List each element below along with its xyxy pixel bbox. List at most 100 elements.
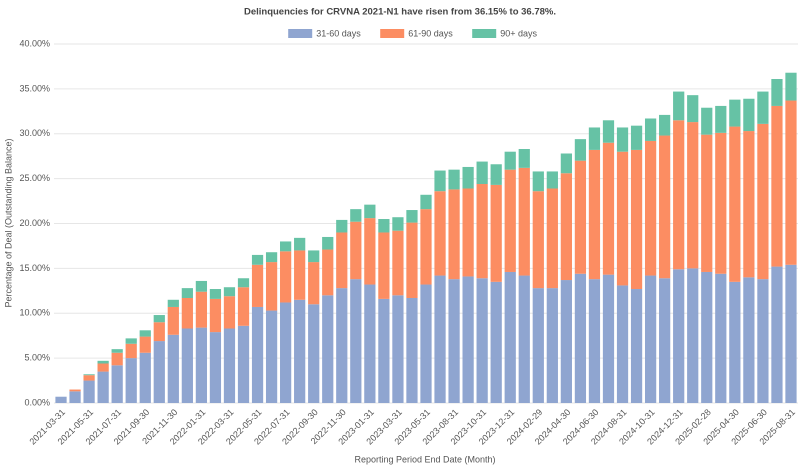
bar-segment [532,191,544,289]
bar-segment [139,352,151,403]
bar-segment [490,184,502,282]
bar-segment [322,236,334,250]
bar-segment [588,127,601,150]
bar-segment [251,254,264,265]
bar-segment [518,275,530,403]
bar-segment [181,288,193,298]
bar-segment [251,306,264,403]
bar-segment [378,298,390,403]
bar-segment [378,219,390,233]
bar-segment [560,173,572,281]
bar-segment [729,126,741,282]
bar-segment [125,358,137,403]
bar-segment [448,279,460,403]
bar-segment [280,302,292,403]
bar-segment [378,232,390,299]
legend-swatch [288,29,313,38]
bar-segment [308,304,320,403]
bar-segment [97,363,109,372]
bar-segment [153,322,165,342]
bar-segment [434,191,446,276]
bar-segment [729,99,741,127]
bar-segment [574,273,587,403]
bar-segment [743,131,755,278]
bar-segment [308,250,320,263]
bar-segment [265,310,278,403]
y-tick-label: 15.00% [19,263,50,273]
bar-segment [350,209,362,222]
bar-segment [392,295,404,403]
bar-segment [673,120,685,270]
bar-segment [659,278,671,403]
bar-segment [616,127,629,152]
bar-segment [167,299,179,307]
bar-segment [195,327,208,403]
bar-segment [701,134,713,272]
bar-segment [602,274,615,403]
bar-segment [588,149,601,280]
bar-segment [83,375,95,381]
bar-segment [153,341,165,403]
bar-segment [265,262,278,311]
bar-segment [504,271,516,403]
legend-label: 61-90 days [408,28,453,38]
bar-segment [504,169,516,272]
bar-segment [322,249,334,296]
bar-segment [294,250,306,300]
legend-label: 31-60 days [316,28,361,38]
bar-segment [195,291,208,328]
bar-segment [616,151,629,286]
bar-segment [406,222,418,298]
bar-segment [237,278,250,288]
bar-segment [125,343,137,359]
bar-segment [490,164,502,185]
bar-segment [209,332,222,403]
y-tick-label: 0.00% [24,397,50,407]
bar-segment [153,315,165,323]
bar-segment [167,306,179,335]
bar-segment [434,170,446,192]
y-tick-label: 30.00% [19,128,50,138]
bar-segment [644,275,657,403]
bar-segment [644,140,657,276]
bar-segment [111,365,123,403]
bar-segment [673,269,685,403]
bar-segment [265,252,278,263]
legend-swatch [472,29,497,38]
bar-segment [462,276,474,403]
bar-segment [55,396,67,403]
bar-segment [97,371,109,403]
bar-segment [209,298,222,333]
bar-segment [574,139,587,161]
bar-segment [673,91,685,121]
bar-segment [139,330,151,337]
bar-segment [743,277,755,403]
bar-segment [532,171,544,192]
bar-segment [392,217,404,231]
chart-title: Delinquencies for CRVNA 2021-N1 have ris… [244,7,556,18]
bar-segment [574,160,587,274]
bar-segment [715,273,727,403]
bar-segment [364,284,376,403]
bar-segment [546,171,558,189]
bar-segment [69,389,81,392]
bar-segment [785,72,797,101]
bar-segment [83,380,95,403]
bar-segment [181,328,193,403]
y-axis-title: Percentage of Deal (Outstanding Balance) [3,138,13,307]
bar-segment [350,221,362,280]
y-tick-label: 20.00% [19,218,50,228]
bar-segment [687,268,699,403]
bar-segment [771,79,783,106]
bar-segment [504,151,516,170]
bar-segment [701,107,713,135]
bar-segment [434,275,446,403]
y-tick-label: 35.00% [19,83,50,93]
legend-label: 90+ days [500,28,537,38]
bar-segment [715,132,727,274]
bar-segment [602,142,615,275]
x-axis-title: Reporting Period End Date (Month) [354,454,495,464]
bar-segment [771,105,783,267]
bar-segment [336,232,348,289]
